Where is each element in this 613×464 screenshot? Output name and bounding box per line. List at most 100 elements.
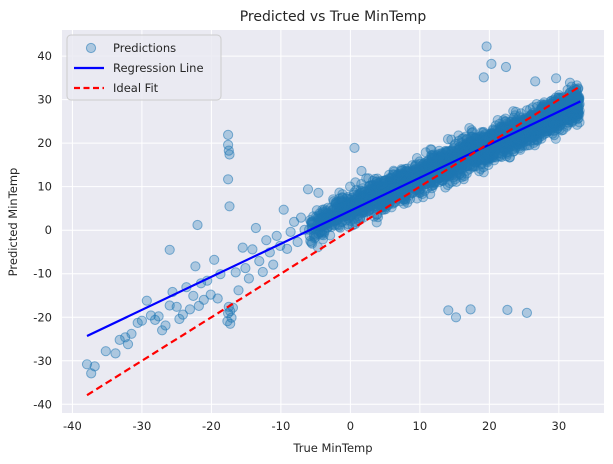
scatter-point: [212, 293, 223, 304]
y-tick-label: -30: [33, 354, 52, 368]
scatter-point: [237, 242, 248, 253]
scatter-point: [515, 144, 526, 155]
legend-label-regression: Regression Line: [113, 61, 204, 75]
x-tick-label: -20: [202, 419, 221, 433]
scatter-point: [463, 140, 474, 151]
scatter-point: [479, 151, 490, 162]
scatter-point: [164, 244, 175, 255]
scatter-point: [160, 320, 171, 331]
legend-marker-predictions: [85, 42, 97, 54]
scatter-point: [271, 230, 282, 241]
legend-label-predictions: Predictions: [113, 41, 176, 55]
scatter-point: [570, 110, 581, 121]
scatter-point: [223, 174, 234, 185]
scatter-point: [446, 168, 457, 179]
scatter-point: [250, 222, 261, 234]
scatter-point: [407, 160, 418, 171]
scatter-point: [209, 254, 220, 265]
scatter-point: [462, 165, 473, 176]
scatter-point: [442, 134, 454, 145]
scatter-point: [171, 301, 182, 312]
scatter-point: [325, 230, 336, 241]
y-tick-label: 40: [37, 49, 52, 63]
scatter-point: [126, 328, 137, 339]
scatter-point: [100, 346, 111, 357]
scatter-point: [282, 243, 293, 254]
y-tick-label: 10: [37, 180, 52, 194]
scatter-point: [224, 149, 235, 160]
scatter-point: [122, 339, 134, 350]
scatter-point: [465, 304, 476, 315]
scatter-point: [285, 226, 296, 237]
y-tick-label: 30: [37, 93, 52, 107]
y-tick-label: 0: [45, 223, 52, 237]
scatter-point: [295, 212, 307, 223]
scatter-point: [530, 76, 541, 87]
scatter-point: [356, 165, 367, 177]
scatter-point: [247, 244, 258, 255]
scatter-point: [486, 58, 497, 70]
scatter-point: [336, 201, 347, 212]
scatter-point: [442, 179, 453, 191]
scatter-point: [420, 147, 431, 158]
x-tick-label: 30: [552, 419, 567, 433]
y-tick-label: -40: [33, 397, 52, 411]
scatter-point: [467, 131, 478, 142]
scatter-point: [225, 318, 236, 329]
x-tick-label: 20: [482, 419, 497, 433]
scatter-point: [379, 175, 390, 186]
scatter-point: [230, 267, 241, 278]
scatter-point: [254, 256, 265, 267]
scatter-point: [224, 201, 235, 212]
x-tick-label: -10: [271, 419, 290, 433]
scatter-point: [334, 187, 345, 198]
scatter-point: [313, 187, 324, 198]
scatter-point: [481, 41, 492, 52]
x-tick-label: 10: [413, 419, 428, 433]
points-layer: [81, 41, 585, 379]
scatter-point: [268, 259, 279, 270]
scatter-point: [564, 77, 576, 88]
scatter-point: [524, 129, 536, 140]
scatter-point: [515, 113, 527, 124]
scatter-point: [450, 312, 462, 323]
scatter-point: [425, 189, 436, 200]
scatter-point: [306, 217, 317, 228]
scatter-point: [240, 263, 251, 274]
scatter-point: [190, 261, 201, 272]
scatter-point: [502, 304, 513, 315]
scatter-point: [437, 151, 448, 162]
scatter-point: [278, 204, 289, 215]
scatter-point: [478, 72, 489, 83]
y-tick-label: -10: [33, 267, 52, 281]
scatter-point: [536, 128, 547, 139]
x-axis-label: True MinTemp: [292, 441, 372, 455]
scatter-point: [261, 235, 272, 246]
scatter-point: [476, 132, 487, 143]
scatter-point: [556, 125, 567, 136]
scatter-point: [305, 235, 316, 247]
scatter-point: [385, 194, 396, 205]
scatter-point: [223, 129, 234, 140]
y-axis-label: Predicted MinTemp: [6, 168, 20, 277]
scatter-point: [136, 315, 147, 326]
chart-title: Predicted vs True MinTemp: [240, 9, 427, 25]
scatter-point: [184, 304, 195, 315]
scatter-point: [346, 192, 357, 204]
y-tick-label: -20: [33, 310, 52, 324]
scatter-point: [470, 161, 481, 172]
scatter-point: [350, 177, 361, 188]
scatter-point: [393, 169, 404, 180]
scatter-point: [349, 142, 360, 153]
scatter-point: [443, 305, 454, 316]
scatter-point: [257, 266, 268, 278]
scatter-point: [153, 311, 164, 322]
scatter-point: [500, 61, 512, 73]
scatter-point: [337, 216, 348, 227]
scatter-point: [192, 219, 203, 231]
scatter-point: [89, 361, 100, 372]
legend: Predictions Regression Line Ideal Fit: [66, 34, 222, 101]
x-tick-label: -40: [63, 419, 82, 433]
